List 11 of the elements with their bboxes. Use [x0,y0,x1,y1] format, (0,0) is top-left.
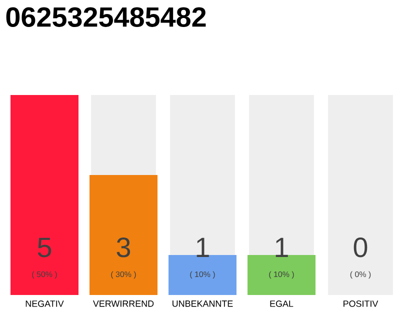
data-label: 1 [276,238,288,257]
x-tick-label: NEGATIV [26,300,64,307]
x-tick-label: UNBEKANNTE [172,300,233,307]
data-label: 5 [38,238,52,258]
data-label: 1 [196,238,209,257]
data-label: 0 [354,238,368,258]
x-tick-label: POSITIV [344,300,378,307]
x-tick-label: VERWIRREND [92,300,154,307]
chart-title: 0625325485482 [6,7,206,27]
data-label: 3 [116,238,130,258]
x-tick-label: EGAL [270,300,294,307]
